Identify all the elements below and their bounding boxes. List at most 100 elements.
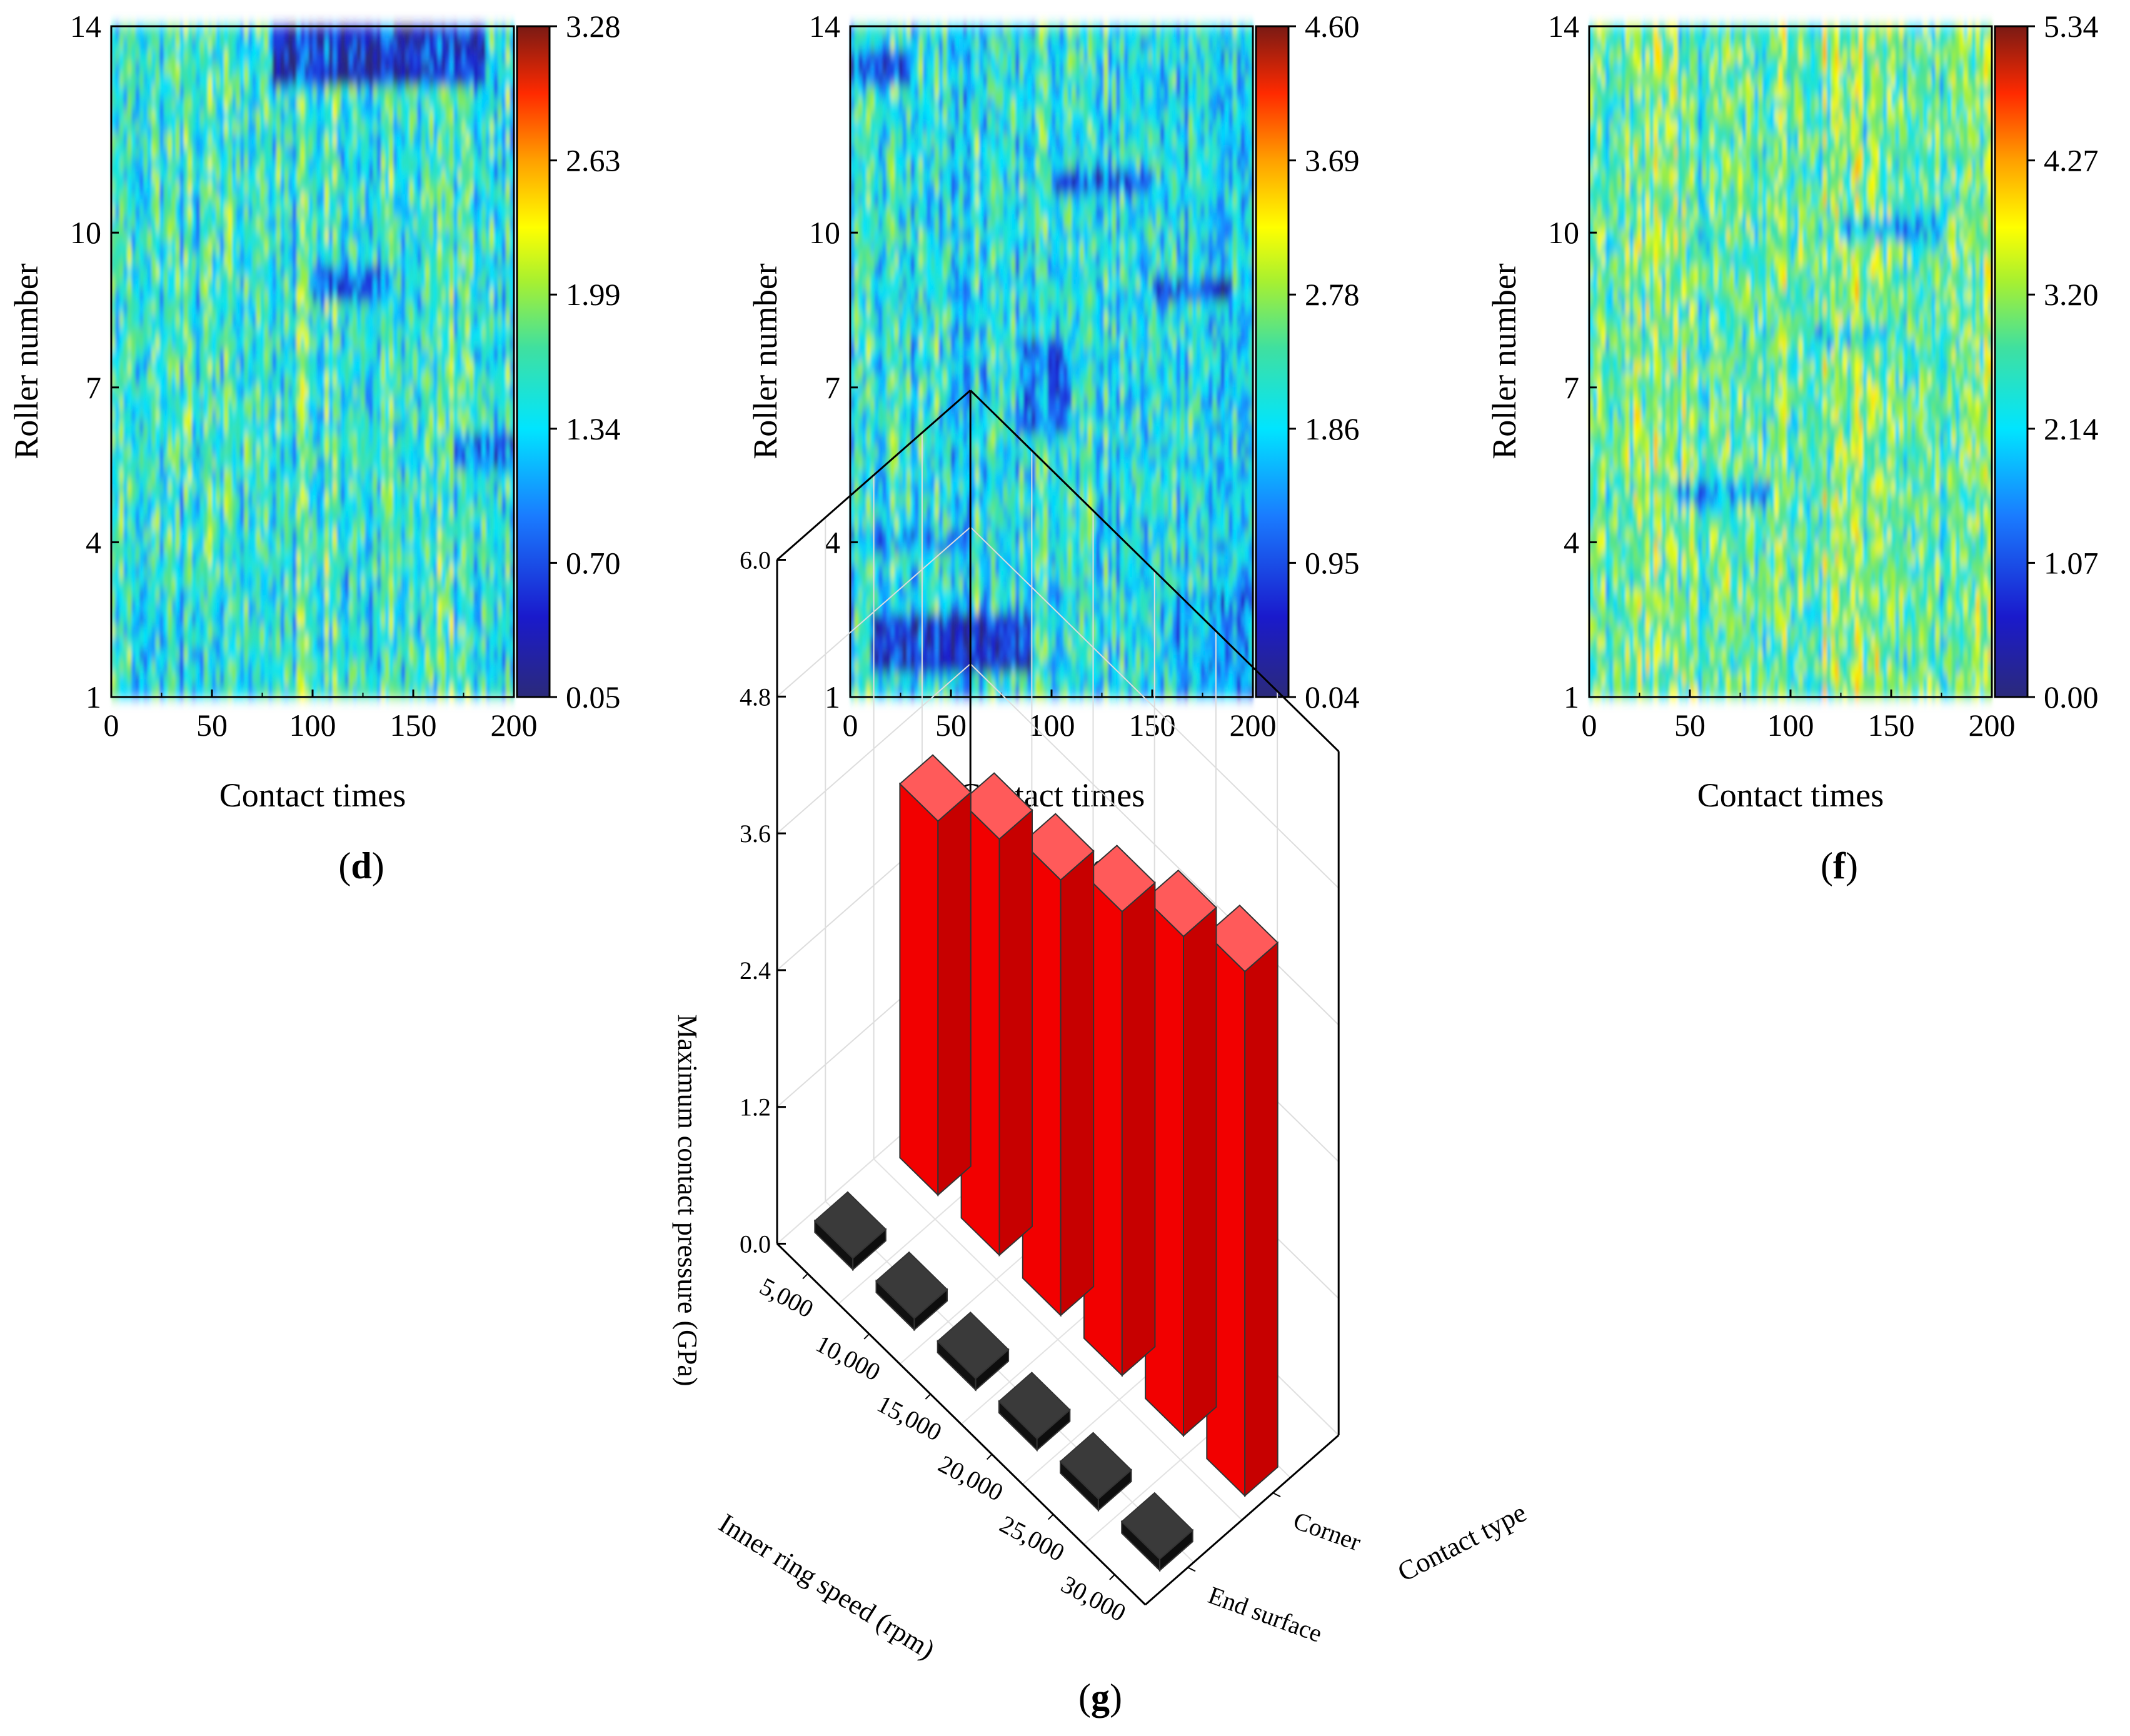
heat-cell (348, 50, 354, 63)
heat-cell (208, 517, 213, 530)
heat-cell (159, 229, 164, 243)
heat-cell (501, 469, 506, 482)
heat-cell (437, 38, 442, 51)
heat-cell (300, 469, 305, 482)
heat-cell (457, 385, 463, 398)
heat-cell (119, 457, 124, 470)
heat-cell (139, 338, 144, 351)
heat-cell (131, 313, 136, 326)
heat-cell (212, 397, 217, 410)
heat-cell (143, 218, 148, 231)
heat-cell (369, 278, 374, 291)
heat-cell (228, 601, 233, 614)
heat-cell (461, 361, 466, 374)
heat-cell (481, 529, 486, 542)
heat-cell (196, 26, 201, 39)
heat-cell (264, 457, 269, 470)
heat-cell (485, 182, 491, 195)
heat-cell (183, 445, 189, 458)
heat-cell (478, 541, 483, 554)
heat-cell (179, 74, 184, 87)
heat-cell (409, 613, 414, 626)
heat-cell (481, 182, 486, 195)
heat-cell (481, 338, 486, 351)
heat-cell (216, 421, 221, 434)
heat-cell (131, 229, 136, 243)
heat-cell (111, 218, 116, 231)
heat-cell (461, 98, 466, 111)
heat-cell (510, 62, 515, 75)
heat-cell (421, 349, 426, 363)
heat-cell (344, 241, 349, 254)
heat-cell (478, 254, 483, 267)
heat-cell (176, 481, 181, 494)
heat-cell (127, 158, 132, 171)
heat-cell (328, 338, 333, 351)
heat-cell (457, 74, 463, 87)
heat-cell (127, 254, 132, 267)
heat-cell (111, 361, 116, 374)
heat-cell (409, 565, 414, 578)
heat-cell (216, 86, 221, 99)
heat-cell (437, 206, 442, 219)
heat-cell (510, 313, 515, 326)
heat-cell (384, 62, 390, 75)
heat-cell (478, 361, 483, 374)
heat-cell (421, 565, 426, 578)
heat-cell (284, 577, 289, 590)
heat-cell (252, 577, 257, 590)
heat-cell (284, 158, 289, 171)
heat-cell (163, 218, 168, 231)
heat-cell (196, 194, 201, 207)
heat-cell (457, 301, 463, 314)
heat-cell (300, 98, 305, 111)
heat-cell (384, 338, 390, 351)
heat-cell (433, 541, 438, 554)
heat-cell (328, 541, 333, 554)
heat-cell (356, 457, 362, 470)
heat-cell (453, 229, 458, 243)
heat-cell (377, 182, 382, 195)
heat-cell (348, 266, 354, 279)
heat-cell (131, 98, 136, 111)
heat-cell (341, 553, 346, 566)
heat-cell (176, 565, 181, 578)
heat-cell (288, 98, 293, 111)
heat-cell (199, 182, 204, 195)
heat-cell (188, 505, 193, 518)
heat-cell (280, 481, 285, 494)
heat-cell (171, 565, 176, 578)
heat-cell (348, 110, 354, 123)
heat-cell (457, 589, 463, 602)
heat-cell (313, 241, 318, 254)
heat-cell (228, 26, 233, 39)
heat-cell (228, 349, 233, 363)
heat-cell (204, 301, 209, 314)
heat-cell (191, 266, 197, 279)
heat-cell (127, 194, 132, 207)
heat-cell (168, 206, 173, 219)
heat-cell (490, 241, 495, 254)
heat-cell (364, 241, 369, 254)
heat-cell (485, 469, 491, 482)
heat-cell (485, 98, 491, 111)
heat-cell (199, 50, 204, 63)
heat-cell (413, 445, 418, 458)
heat-cell (244, 266, 249, 279)
heat-cell (449, 601, 455, 614)
heat-cell (131, 529, 136, 542)
heat-cell (151, 385, 156, 398)
heat-cell (356, 206, 362, 219)
heat-cell (308, 98, 313, 111)
heat-cell (139, 266, 144, 279)
heat-cell (320, 457, 326, 470)
heat-cell (397, 241, 402, 254)
heat-cell (219, 50, 225, 63)
heat-cell (465, 361, 470, 374)
heat-cell (216, 493, 221, 506)
heat-cell (316, 589, 321, 602)
heat-cell (501, 134, 506, 147)
heat-cell (481, 98, 486, 111)
heat-cell (296, 529, 301, 542)
heat-cell (449, 98, 455, 111)
